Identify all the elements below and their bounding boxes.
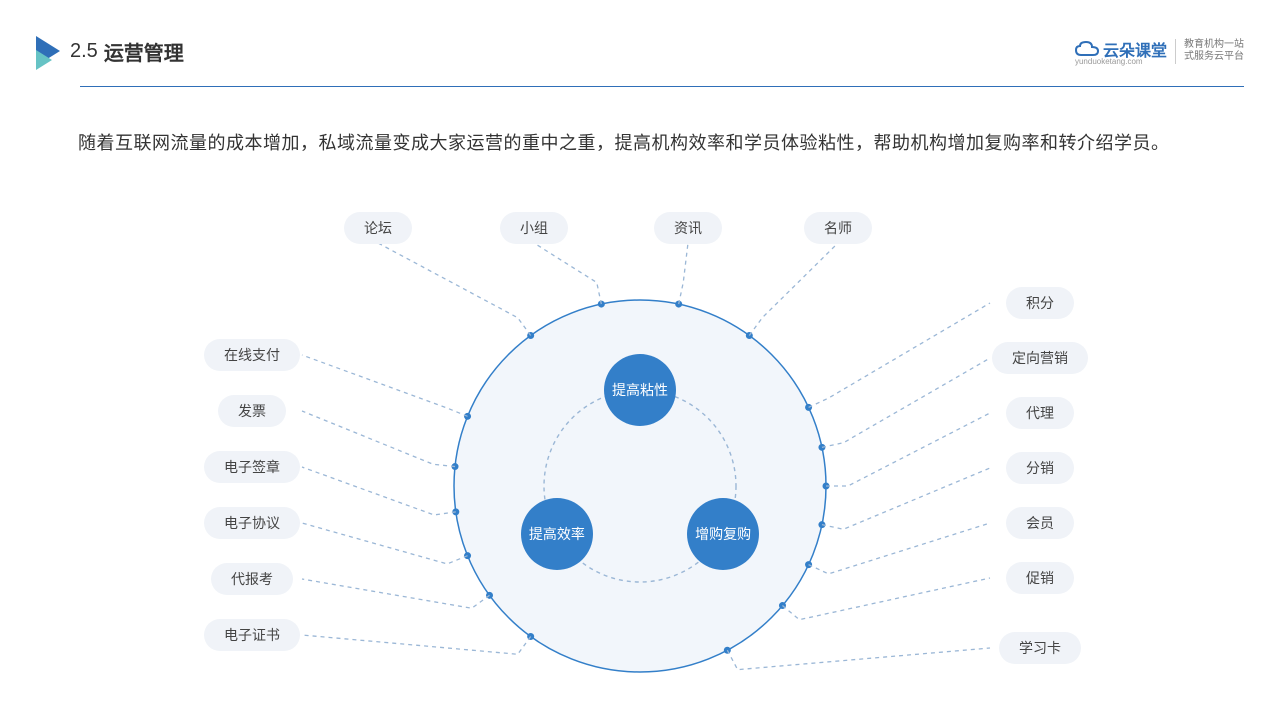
feature-pill: 电子证书 xyxy=(204,619,300,651)
feature-pill: 小组 xyxy=(500,212,568,244)
hub-node: 提高效率 xyxy=(521,498,593,570)
description: 随着互联网流量的成本增加，私域流量变成大家运营的重中之重，提高机构效率和学员体验… xyxy=(78,126,1202,161)
feature-pill: 在线支付 xyxy=(204,339,300,371)
feature-pill: 代报考 xyxy=(211,563,293,595)
feature-pill: 发票 xyxy=(218,395,286,427)
section-title: 运营管理 xyxy=(104,37,184,66)
feature-pill: 名师 xyxy=(804,212,872,244)
feature-pill: 电子签章 xyxy=(204,451,300,483)
operations-diagram: 提高粘性提高效率 增购复购 论坛 小组 资讯 名师在线支付发票电子签章电子协议代报考电子证… xyxy=(0,198,1280,718)
feature-pill: 学习卡 xyxy=(999,632,1081,664)
hub-node: 提高粘性 xyxy=(604,354,676,426)
header-divider xyxy=(80,86,1244,87)
section-number: 2.5 xyxy=(70,40,98,63)
slide-header: 2.5 运营管理 云朵课堂 yunduoketang.com 教育机构一站 式服… xyxy=(36,36,1244,66)
feature-pill: 论坛 xyxy=(344,212,412,244)
feature-pill: 分销 xyxy=(1006,452,1074,484)
feature-pill: 电子协议 xyxy=(204,507,300,539)
feature-pill: 积分 xyxy=(1006,287,1074,319)
logo: 云朵课堂 yunduoketang.com 教育机构一站 式服务云平台 xyxy=(1075,37,1244,66)
header-left: 2.5 运营管理 xyxy=(36,36,184,66)
arrow-icon xyxy=(36,36,60,66)
logo-main: 云朵课堂 yunduoketang.com xyxy=(1075,37,1167,66)
feature-pill: 代理 xyxy=(1006,397,1074,429)
diagram-lines xyxy=(0,198,1280,718)
feature-pill: 促销 xyxy=(1006,562,1074,594)
feature-pill: 会员 xyxy=(1006,507,1074,539)
feature-pill: 资讯 xyxy=(654,212,722,244)
cloud-icon xyxy=(1075,41,1099,57)
logo-tagline: 教育机构一站 式服务云平台 xyxy=(1175,39,1244,64)
feature-pill: 定向营销 xyxy=(992,342,1088,374)
hub-node: 增购复购 xyxy=(687,498,759,570)
